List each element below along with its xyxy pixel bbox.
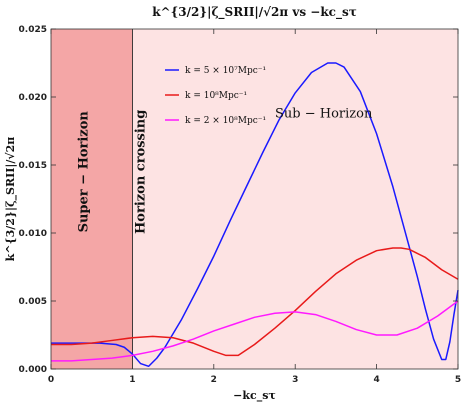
region-super-horizon	[51, 29, 133, 369]
series-line-1	[51, 247, 459, 357]
x-tick-label-5: 5	[455, 375, 461, 385]
y-tick-label-1: 0.005	[19, 297, 47, 307]
legend-label-1: k = 10⁸Mpc⁻¹	[185, 91, 247, 101]
legend-label-2: k = 2 × 10⁸Mpc⁻¹	[185, 116, 266, 126]
y-tick-label-3: 0.015	[19, 161, 47, 171]
plot-area: 0 1 2 3 4 5 0.000 0.005 0.010 0.015 0.020 0.025 k^{3…	[4, 5, 461, 403]
x-tick-label-0: 0	[48, 375, 54, 385]
chart-title: k^{3/2}|ζ_SRII|/√2π vs −kc_sτ	[152, 5, 357, 20]
y-tick-label-2: 0.010	[19, 229, 47, 239]
x-tick-label-4: 4	[373, 375, 379, 385]
x-tick-label-2: 2	[211, 375, 217, 385]
annotation-label-2: Sub − Horizon	[275, 106, 373, 121]
series-line-2	[51, 300, 459, 362]
y-tick-label-4: 0.020	[19, 93, 47, 103]
annotation-label-0: Super − Horizon	[77, 111, 92, 233]
y-tick-label-0: 0.000	[19, 365, 47, 375]
region-sub-horizon	[132, 29, 458, 369]
x-tick-label-3: 3	[292, 375, 298, 385]
y-tick-label-5: 0.025	[19, 25, 47, 35]
x-tick-label-1: 1	[129, 375, 135, 385]
annotation-label-1: Horizon crossing	[134, 110, 149, 234]
legend-label-0: k = 5 × 10⁷Mpc⁻¹	[185, 66, 266, 76]
y-axis-label: k^{3/2}|ζ_SRII|/√2π	[4, 137, 18, 262]
series-line-0	[51, 62, 459, 368]
plot-frame	[50, 28, 459, 370]
x-axis-label: −kc_sτ	[233, 389, 276, 403]
